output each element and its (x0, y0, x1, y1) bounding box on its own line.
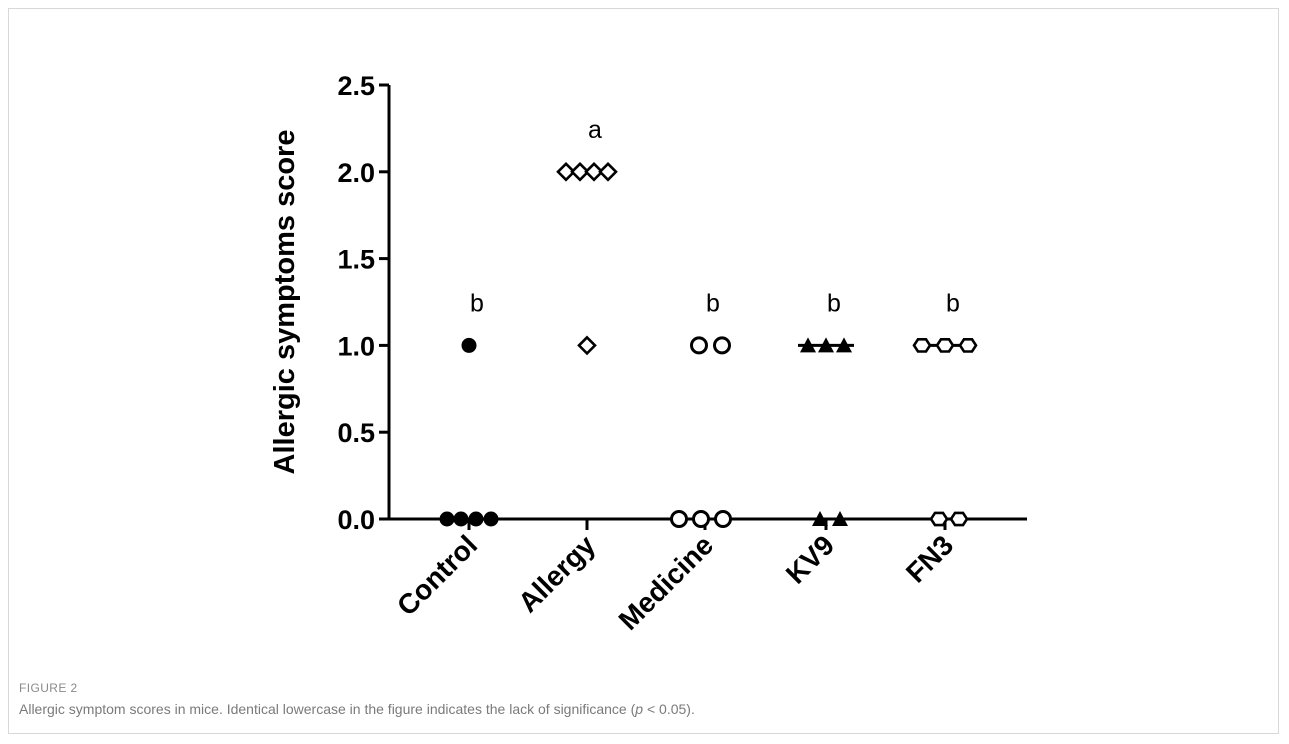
data-point (439, 511, 455, 527)
data-point (598, 161, 618, 182)
figure-frame: 0.0 0.5 1.0 1.5 2.0 2.5 Allergic symptoms scor… (8, 8, 1279, 734)
data-point (958, 337, 978, 353)
data-point (468, 511, 484, 527)
x-tick-label: Medicine (613, 529, 720, 636)
caption-part-1: Allergic symptom scores in mice. Identic… (19, 701, 636, 717)
data-point (929, 511, 949, 527)
x-tick-label: Allergy (512, 529, 601, 618)
data-point (714, 510, 732, 528)
data-point (570, 161, 590, 182)
caption-part-3: < 0.05). (643, 701, 695, 717)
scatter-chart: 0.0 0.5 1.0 1.5 2.0 2.5 Allergic symptoms scor… (269, 71, 1027, 636)
data-point (949, 511, 969, 527)
significance-letter: a (588, 116, 602, 144)
caption-text: Allergic symptom scores in mice. Identic… (19, 701, 1269, 717)
y-tick-label: 2.0 (337, 158, 375, 188)
data-point (453, 511, 469, 527)
data-point (836, 337, 852, 353)
significance-letter: b (946, 289, 960, 317)
data-point (818, 337, 834, 353)
caption-part-italic: p (635, 701, 644, 717)
data-point (713, 336, 731, 355)
data-point (556, 161, 576, 182)
data-point (692, 510, 710, 528)
data-point (935, 337, 955, 353)
data-point (670, 510, 688, 528)
figure-label: FIGURE 2 (19, 681, 78, 695)
y-tick-label: 2.5 (337, 71, 375, 101)
data-point (690, 336, 708, 355)
data-point (584, 161, 604, 182)
x-tick-label: KV9 (780, 529, 840, 589)
figure-caption: FIGURE 2 Allergic symptom scores in mice… (19, 681, 1269, 717)
significance-letter: b (470, 289, 484, 317)
data-point (461, 337, 477, 353)
data-point (577, 335, 597, 356)
y-tick-label: 0.5 (337, 418, 375, 448)
y-axis-title: Allergic symptoms score (269, 130, 301, 475)
y-tick-label: 1.5 (337, 245, 375, 275)
data-point (832, 511, 848, 526)
data-point (912, 337, 932, 353)
significance-letter: b (827, 289, 841, 317)
y-tick-label: 0.0 (337, 505, 375, 535)
x-tick-label: Control (391, 529, 483, 621)
x-tick-label: FN3 (900, 529, 959, 588)
y-tick-label: 1.0 (337, 331, 375, 361)
data-point (483, 511, 499, 527)
data-point (812, 511, 828, 526)
significance-letter: b (706, 289, 720, 317)
data-point (800, 337, 816, 353)
